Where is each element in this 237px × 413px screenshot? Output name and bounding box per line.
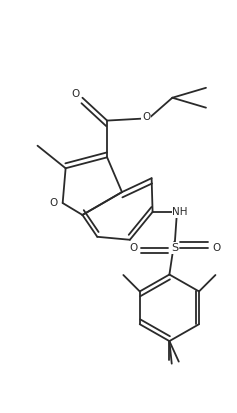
Text: O: O [71, 89, 80, 99]
Text: O: O [142, 112, 150, 121]
Text: NH: NH [173, 207, 188, 217]
Text: O: O [49, 198, 57, 208]
Text: O: O [129, 243, 137, 253]
Text: O: O [212, 243, 221, 253]
Text: S: S [171, 243, 178, 253]
